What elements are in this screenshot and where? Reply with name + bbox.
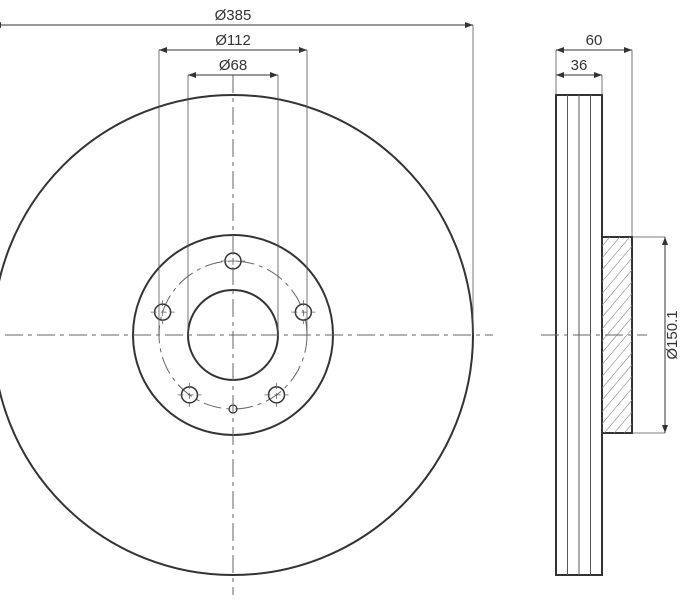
dimension-label: Ø68 bbox=[219, 57, 247, 74]
dimension-label: Ø112 bbox=[215, 32, 251, 49]
dimension-label: Ø150.1 bbox=[664, 310, 681, 359]
dimension-label: Ø385 bbox=[215, 7, 252, 24]
dimension-label: 36 bbox=[571, 57, 588, 74]
dimension-label: 60 bbox=[586, 32, 603, 49]
